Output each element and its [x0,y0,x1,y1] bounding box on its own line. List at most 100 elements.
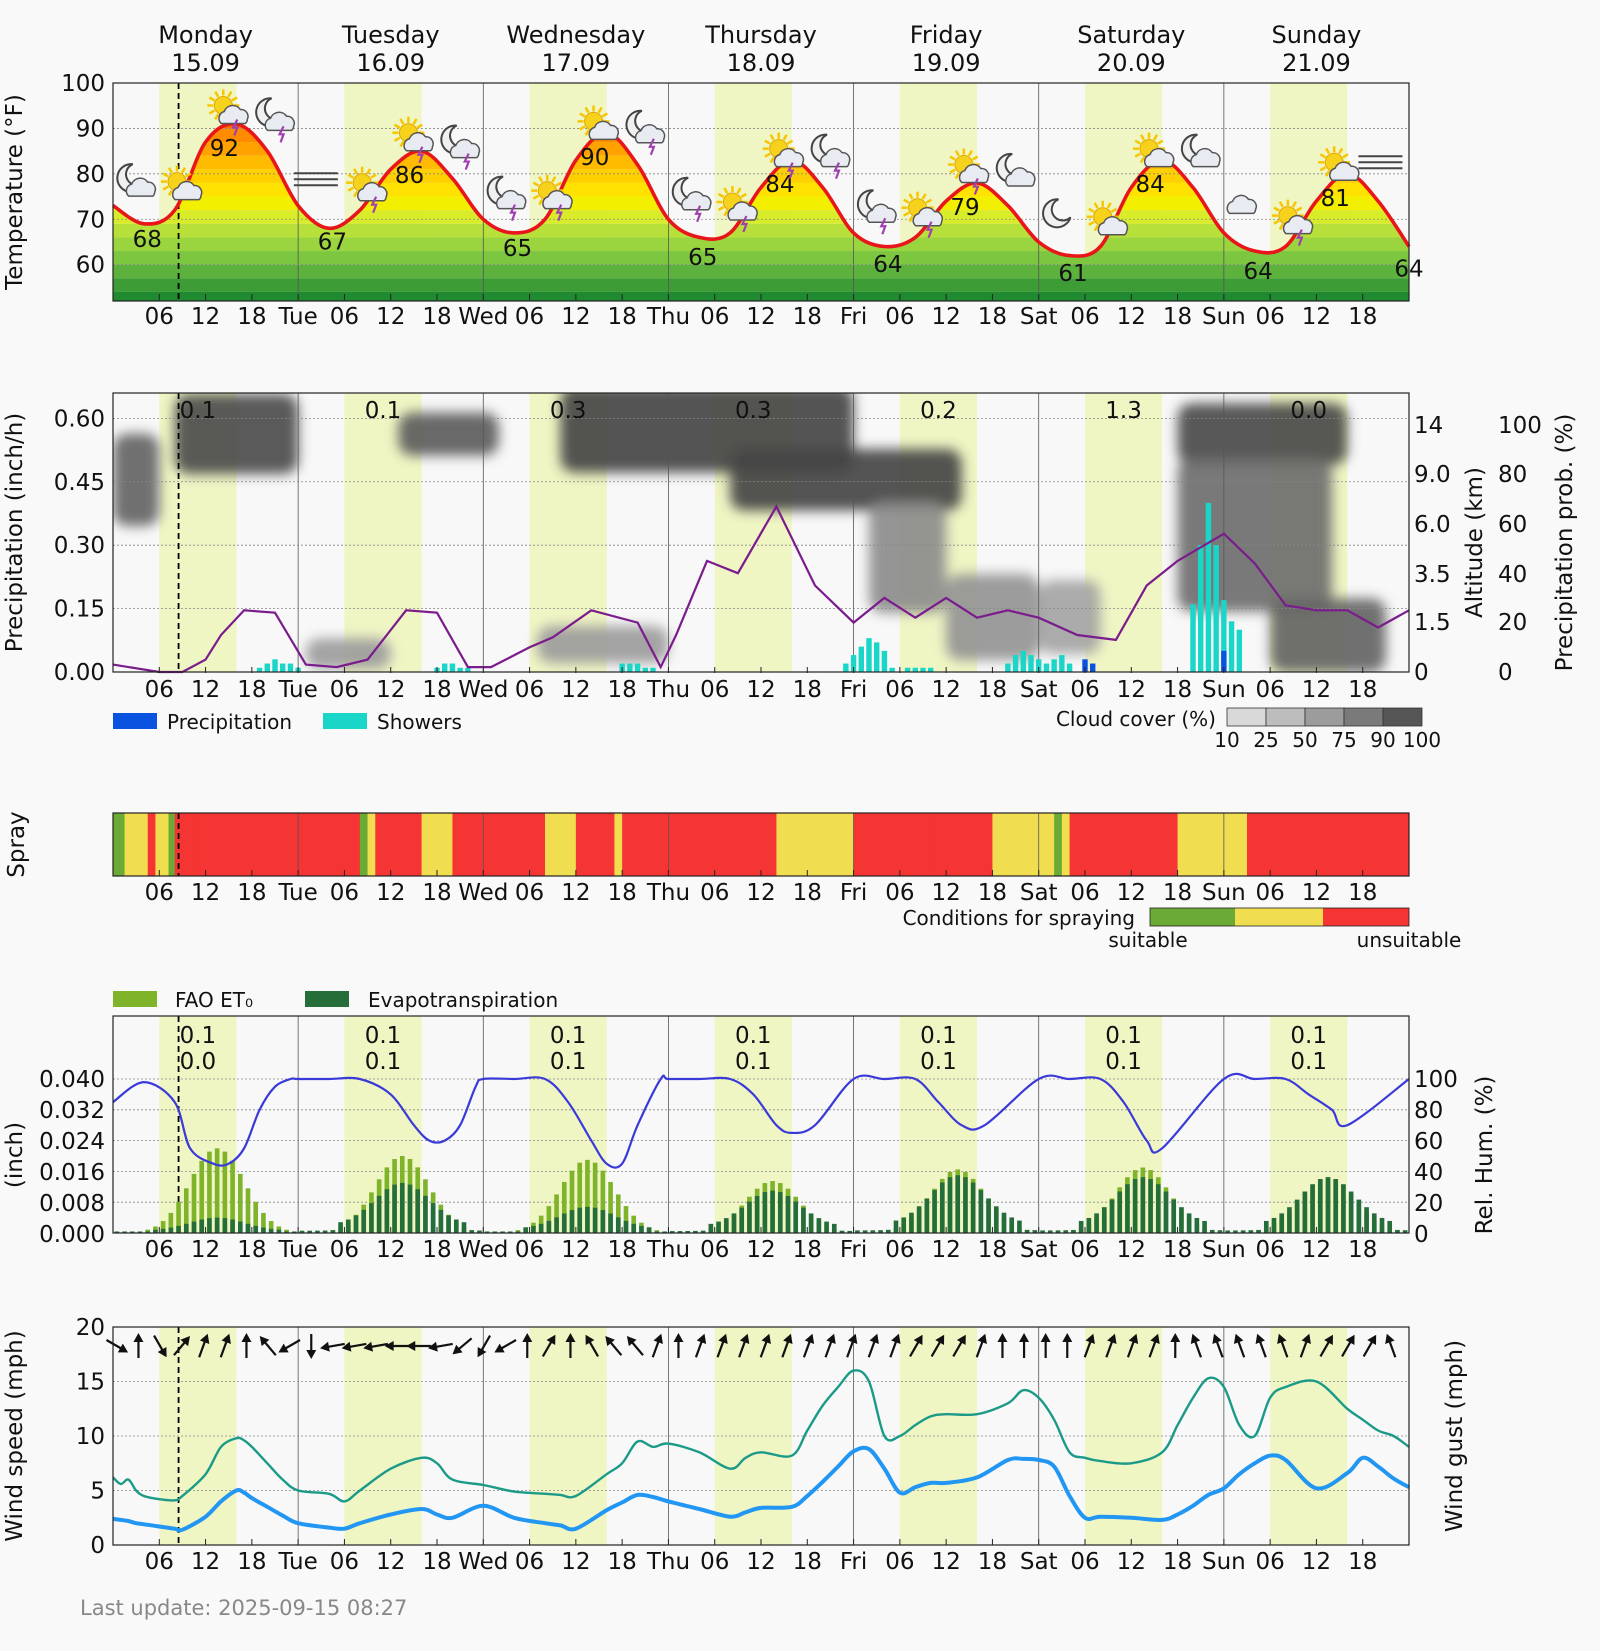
evapo-bar [1086,1217,1092,1233]
spray-segment [622,813,777,876]
wind-arrow [626,1336,644,1356]
altitude-tick: 3.5 [1414,562,1451,588]
evapo-bar [1310,1184,1315,1233]
moon-thunder-icon [810,133,851,180]
wind-arrow [494,1339,517,1353]
x-tick-label: 06 [515,1549,544,1575]
fao-bar [561,1181,567,1233]
spray-segment [168,813,176,876]
legend-fao-swatch [113,991,157,1007]
evapo-bar [1071,1229,1076,1233]
temperature-label: 65 [503,236,532,262]
x-tick-label: 06 [1070,304,1099,330]
day-name: Friday [910,21,983,49]
spray-legend-marginal [1235,908,1323,926]
wind-arrow [1255,1333,1267,1358]
legend-cloud-swatch [1382,707,1423,727]
evapo-bar [1194,1217,1200,1233]
fao-bar [222,1151,228,1233]
rh-tick: 60 [1414,1129,1443,1155]
cloud-cover [113,393,1386,672]
sun-thunder-icon [901,191,943,239]
evapo-bar [507,1231,513,1233]
fao-bar [237,1173,243,1233]
evapo-bar [1302,1191,1308,1233]
x-tick-label: 18 [608,1237,637,1263]
evapo-bar [268,1228,274,1233]
rel-hum-line [112,1072,1410,1169]
x-tick-label: 18 [793,677,822,703]
evapo-bar [1063,1230,1069,1233]
evapo-bar [669,1231,675,1233]
daily-fao-total: 0.1 [550,1023,587,1049]
evapo-bar [361,1209,367,1233]
legend-cloud-tick: 50 [1292,728,1317,752]
x-tick-label: 12 [191,304,220,330]
y-axis-label: Spray [4,811,30,877]
evapo-bar [1256,1229,1261,1233]
wind-arrow [1105,1333,1117,1358]
fao-bar [168,1212,174,1233]
temperature-panel: 6892678665906584647961846481641009080706… [2,71,1424,330]
wind-arrow [320,1341,345,1352]
evapo-bar [399,1182,405,1233]
wind-arrow [1319,1334,1333,1357]
sun-thunder-icon [392,116,434,164]
precip-bar [1221,650,1227,672]
daily-evapo-total: 0.1 [1105,1049,1142,1075]
showers-bar [1205,502,1212,672]
evapo-bar [1341,1184,1346,1233]
x-tick-label: 18 [1348,677,1377,703]
moon-thunder-icon [255,97,295,143]
x-tick-label: 18 [422,304,451,330]
fao-bar [268,1221,274,1233]
cloud-blob [1177,403,1348,465]
evapo-bar [646,1227,652,1233]
x-tick-label: Thu [646,1237,690,1263]
temperature-label: 86 [395,163,424,189]
moon-cloud-icon [116,163,157,197]
evapo-bar [1325,1177,1331,1233]
daily-evapo-total: 0.1 [735,1049,772,1075]
x-tick-label: 12 [1302,304,1331,330]
temperature-label: 67 [318,229,347,255]
showers-bar [1005,663,1011,672]
spray-legend-high: unsuitable [1357,928,1462,952]
evapo-bar [1271,1217,1277,1233]
moon-thunder-icon [856,189,897,235]
showers-bar [1036,659,1042,672]
x-tick-label: 06 [145,677,174,703]
precip-bar [1082,659,1088,672]
evapo-bar [199,1219,205,1233]
fao-bar [608,1181,613,1233]
fao-bar [592,1162,598,1233]
legend-cloud-tick: 25 [1253,728,1278,752]
evapo-bar [862,1230,868,1233]
spray-segment [1069,813,1179,876]
legend-cloud-swatch [1226,707,1267,727]
fao-bar [199,1160,205,1233]
sun-thunder-icon [346,166,388,214]
evapo-bar [384,1189,390,1233]
x-tick-label: 12 [561,1549,590,1575]
x-tick-label: 12 [1302,880,1331,906]
showers-bar [1059,655,1065,672]
precip-bar [1090,663,1096,672]
x-tick-label: 06 [885,880,914,906]
x-tick-label: 18 [608,880,637,906]
spray-segment [359,813,369,876]
x-tick-label: 06 [700,1549,729,1575]
fao-bar [176,1201,181,1233]
evapo-bar [1379,1217,1385,1233]
fao-bar [230,1160,235,1233]
x-tick-label: 06 [700,677,729,703]
temperature-label: 92 [210,136,239,162]
wind-arrow [1148,1333,1160,1358]
x-tick-label: Sat [1020,677,1058,703]
wind-arrow [781,1333,793,1358]
x-tick-label: 18 [793,880,822,906]
spray-segment [155,813,170,876]
wind-arrow [651,1333,663,1358]
evapo-bar [230,1219,235,1233]
